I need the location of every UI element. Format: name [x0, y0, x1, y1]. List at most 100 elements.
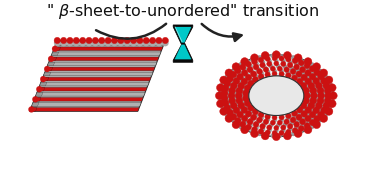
Circle shape	[307, 93, 313, 99]
Circle shape	[149, 37, 156, 44]
Ellipse shape	[221, 56, 331, 135]
Ellipse shape	[249, 76, 304, 115]
Circle shape	[255, 67, 260, 72]
Circle shape	[228, 97, 235, 104]
Circle shape	[235, 92, 242, 99]
Circle shape	[295, 68, 300, 73]
Circle shape	[260, 124, 265, 129]
Circle shape	[250, 129, 255, 134]
Circle shape	[137, 40, 143, 46]
Ellipse shape	[244, 72, 309, 119]
Circle shape	[279, 118, 284, 122]
Circle shape	[315, 82, 322, 89]
Circle shape	[323, 102, 330, 109]
Polygon shape	[42, 77, 49, 81]
Circle shape	[218, 93, 224, 99]
Circle shape	[137, 37, 143, 44]
Circle shape	[245, 61, 251, 67]
Circle shape	[244, 85, 251, 91]
FancyArrowPatch shape	[96, 24, 166, 39]
Circle shape	[55, 40, 60, 46]
Ellipse shape	[220, 55, 333, 136]
Ellipse shape	[237, 67, 316, 124]
Circle shape	[312, 103, 318, 108]
Circle shape	[234, 85, 239, 91]
Circle shape	[247, 119, 253, 125]
Circle shape	[294, 64, 300, 70]
Circle shape	[313, 78, 319, 84]
Circle shape	[236, 87, 243, 94]
Polygon shape	[173, 25, 193, 62]
Circle shape	[48, 56, 54, 62]
Circle shape	[227, 83, 233, 89]
Circle shape	[321, 107, 327, 114]
Circle shape	[258, 57, 264, 63]
Circle shape	[259, 115, 264, 120]
Circle shape	[251, 54, 258, 62]
Circle shape	[112, 40, 117, 46]
Circle shape	[232, 63, 240, 71]
Circle shape	[233, 112, 238, 117]
Polygon shape	[46, 67, 53, 71]
Circle shape	[304, 127, 308, 132]
Circle shape	[93, 40, 98, 46]
Circle shape	[318, 78, 323, 84]
Ellipse shape	[236, 67, 317, 125]
Circle shape	[288, 127, 292, 131]
Circle shape	[247, 105, 254, 111]
Circle shape	[269, 123, 273, 127]
Circle shape	[245, 74, 252, 81]
Circle shape	[284, 52, 291, 59]
Circle shape	[80, 40, 85, 46]
Circle shape	[238, 102, 245, 109]
Circle shape	[318, 92, 324, 99]
Circle shape	[241, 85, 247, 91]
Circle shape	[289, 66, 294, 70]
Circle shape	[279, 71, 284, 77]
Circle shape	[307, 88, 312, 94]
Circle shape	[216, 100, 224, 108]
Polygon shape	[38, 88, 45, 91]
Polygon shape	[55, 42, 165, 46]
Circle shape	[235, 118, 241, 124]
Ellipse shape	[233, 64, 320, 127]
Circle shape	[321, 98, 327, 104]
Circle shape	[328, 88, 334, 94]
Circle shape	[221, 95, 228, 102]
Circle shape	[44, 66, 50, 72]
Circle shape	[296, 107, 303, 113]
Ellipse shape	[229, 62, 323, 130]
Ellipse shape	[243, 72, 310, 119]
Circle shape	[247, 80, 254, 87]
Circle shape	[233, 90, 238, 96]
Circle shape	[272, 131, 277, 136]
Ellipse shape	[247, 74, 306, 117]
Circle shape	[327, 83, 333, 89]
Circle shape	[300, 83, 307, 89]
Circle shape	[306, 112, 311, 117]
Circle shape	[36, 86, 42, 92]
Circle shape	[262, 65, 266, 70]
Circle shape	[227, 75, 233, 82]
Circle shape	[220, 108, 228, 115]
Circle shape	[295, 118, 300, 123]
Circle shape	[300, 119, 306, 125]
Circle shape	[244, 59, 249, 64]
Circle shape	[80, 37, 86, 44]
Circle shape	[284, 54, 289, 59]
Circle shape	[294, 130, 302, 138]
Circle shape	[305, 83, 311, 89]
Circle shape	[239, 109, 245, 115]
Ellipse shape	[249, 76, 304, 115]
Circle shape	[244, 114, 249, 119]
Circle shape	[243, 95, 250, 102]
Ellipse shape	[234, 65, 319, 126]
Circle shape	[300, 67, 306, 73]
Circle shape	[221, 90, 228, 97]
Circle shape	[267, 61, 272, 66]
Circle shape	[233, 95, 238, 101]
Circle shape	[230, 114, 237, 120]
Circle shape	[225, 93, 231, 99]
Polygon shape	[34, 98, 143, 101]
Polygon shape	[49, 57, 57, 61]
